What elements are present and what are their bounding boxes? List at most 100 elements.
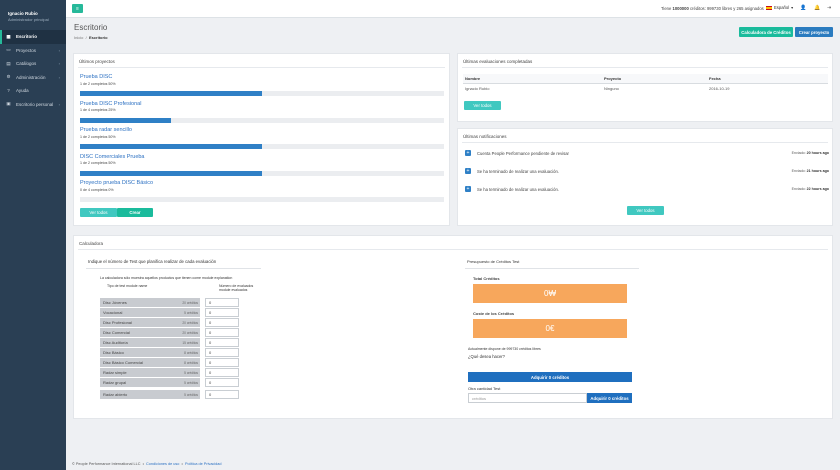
bell-icon[interactable]: 🔔	[814, 5, 821, 11]
terms-link[interactable]: Condiciones de uso	[146, 462, 180, 466]
ver-todos-notifications-button[interactable]: Ver todos	[627, 206, 664, 215]
table-row[interactable]: Ignacio Rubio Ninguno 2016-10-19	[463, 84, 828, 94]
test-type-row: Vocacional 5 créditos	[100, 308, 200, 317]
progress-bar	[80, 197, 444, 202]
test-quantity-input[interactable]: 0	[205, 390, 239, 399]
footer-separator: •	[181, 462, 183, 466]
notification-item[interactable]: + Se ha terminado de realizar una evalua…	[465, 167, 829, 175]
chevron-right-icon: ›	[58, 61, 60, 67]
sidebar-item-escritorio-personal[interactable]: ▣ Escritorio personal ›	[0, 98, 66, 112]
user-icon[interactable]: 👤	[800, 5, 807, 11]
table-cell: Ignacio Rubio	[465, 86, 490, 91]
notification-item[interactable]: + Se ha terminado de realizar una evalua…	[465, 185, 829, 193]
project-item: Proyecto prueba DISC Básico 0 de 4 compl…	[80, 180, 444, 202]
sidebar-item-escritorio[interactable]: ▦ Escritorio	[0, 30, 66, 44]
test-quantity-input[interactable]: 0	[205, 358, 239, 367]
project-link[interactable]: DISC Comerciales Prueba	[80, 153, 145, 160]
test-quantity-input[interactable]: 0	[205, 348, 239, 357]
project-progress-text: 1 de 2 completos 50%	[80, 161, 116, 165]
calculator-note: La calculadora sólo muestra aquellos pro…	[100, 276, 233, 280]
privacy-link[interactable]: Política de Privacidad	[185, 462, 222, 466]
test-quantity-input[interactable]: 0	[205, 318, 239, 327]
help-icon: ?	[7, 88, 10, 94]
test-type-name: Disc Auditoría	[103, 340, 128, 345]
test-type-row: Disc Básico Comercial 8 créditos	[100, 358, 200, 367]
progress-bar	[80, 117, 444, 123]
test-quantity-input[interactable]: 0	[205, 378, 239, 387]
footer-separator: •	[142, 462, 144, 466]
project-link[interactable]: Prueba DISC Profesional	[80, 100, 142, 107]
project-link[interactable]: Proyecto prueba DISC Básico	[80, 180, 154, 186]
divider	[86, 268, 261, 269]
ver-todos-projects-button[interactable]: Ver todos	[80, 208, 117, 217]
test-type-credits: 5 créditos	[184, 370, 198, 375]
spain-flag-icon	[766, 5, 772, 10]
column-header: Nombre	[463, 74, 602, 84]
logout-icon[interactable]: ⇥	[827, 5, 832, 11]
project-item: Prueba DISC 1 de 2 completos 50%	[80, 74, 444, 96]
sidebar-item-catalogos[interactable]: ▤ Catálogos ›	[0, 57, 66, 71]
gear-icon: ⚙	[6, 74, 11, 80]
user-profile[interactable]: Ignacio Rubio Administrador principal	[0, 0, 66, 30]
test-type-name: Disc Profesional	[103, 320, 132, 325]
chevron-right-icon: ›	[58, 74, 60, 80]
test-type-name: Radar grupal	[103, 380, 127, 385]
project-link[interactable]: Prueba radar sencillo	[80, 127, 132, 133]
breadcrumb-home[interactable]: Inicio	[74, 35, 84, 40]
test-quantity-input[interactable]: 0	[205, 308, 239, 317]
credits-status: Tiene 1000000 créditos: 999730 libres y …	[661, 6, 764, 11]
test-type-credits: 5 créditos	[184, 380, 198, 385]
divider	[78, 249, 828, 250]
progress-bar-fill	[80, 170, 262, 176]
table-header-row: Nombre Proyecto Fecha	[463, 74, 828, 84]
panel-title: Últimas notificaciones	[463, 134, 507, 139]
hamburger-icon: ≡	[76, 5, 79, 12]
calculator-left-subtitle: Indique el número de Test que planifica …	[88, 259, 217, 264]
notification-item[interactable]: + Cuenta People Performance pendiente de…	[465, 149, 829, 157]
test-quantity-input[interactable]: 0	[205, 368, 239, 377]
test-quantity-input[interactable]: 0	[205, 328, 239, 337]
test-type-credits: 8 créditos	[184, 360, 198, 365]
notifications-panel: Últimas notificaciones + Cuenta People P…	[457, 128, 833, 226]
sidebar-item-proyectos[interactable]: ▭ Proyectos ›	[0, 44, 66, 58]
coste-creditos-label: Coste de los Créditos	[473, 311, 515, 316]
otra-cantidad-input[interactable]: créditos	[468, 393, 587, 403]
sidebar-item-administracion[interactable]: ⚙ Administración ›	[0, 71, 66, 85]
question-text: ¿Qué desea hacer?	[468, 354, 506, 359]
sidebar-item-label: Catálogos	[16, 61, 37, 67]
test-type-name: Disc Comercial	[103, 330, 130, 335]
sidebar: Ignacio Rubio Administrador principal ▦ …	[0, 0, 66, 470]
test-type-name: Radar abierto	[103, 392, 128, 397]
test-type-row: Disc Básico 8 créditos	[100, 348, 200, 357]
sidebar-item-label: Proyectos	[16, 47, 37, 53]
crear-proyecto-button[interactable]: Crear proyecto	[795, 27, 833, 37]
test-type-name: Disc Básico Comercial	[103, 360, 144, 365]
crear-project-button[interactable]: Crear	[117, 208, 153, 217]
test-type-credits: 20 créditos	[182, 330, 198, 335]
credits-total: 1000000	[672, 6, 689, 11]
progress-bar-fill	[80, 117, 171, 123]
progress-bar	[80, 170, 444, 176]
coste-creditos-value: 0€	[473, 319, 627, 338]
language-selector[interactable]: Español ▾	[766, 5, 793, 10]
panel-title: Últimos proyectos	[79, 59, 115, 64]
column-header: Fecha	[707, 74, 828, 84]
sidebar-item-label: Escritorio personal	[16, 101, 54, 107]
test-quantity-input[interactable]: 0	[205, 298, 239, 307]
adquirir-creditos-small-button[interactable]: Adquirir 0 créditos	[587, 393, 632, 403]
chevron-right-icon: ›	[58, 101, 60, 107]
progress-bar-fill	[80, 91, 262, 96]
test-type-name: Disc Jóvenes	[103, 300, 127, 305]
calculadora-creditos-button[interactable]: Calculadora de Créditos	[739, 27, 793, 37]
sidebar-item-ayuda[interactable]: ? Ayuda	[0, 84, 66, 98]
project-progress-text: 1 de 4 completos 25%	[80, 108, 116, 112]
project-item: Prueba DISC Profesional 1 de 4 completos…	[80, 100, 444, 123]
ver-todos-evaluations-button[interactable]: Ver todos	[464, 101, 501, 110]
menu-toggle-button[interactable]: ≡	[72, 4, 83, 13]
project-link[interactable]: Prueba DISC	[80, 74, 113, 80]
adquirir-creditos-button[interactable]: Adquirir 0 créditos	[468, 372, 632, 382]
credits-suffix: créditos: 999730 libres y 265 asignados	[688, 6, 764, 11]
notification-time: Enviado: 22 hours ago	[792, 187, 829, 191]
test-quantity-input[interactable]: 0	[205, 338, 239, 347]
divider	[465, 268, 639, 269]
